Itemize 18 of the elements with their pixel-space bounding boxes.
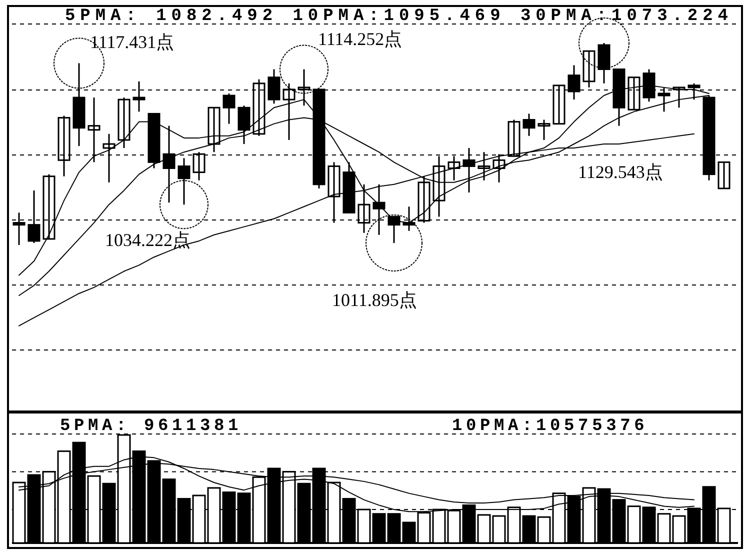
candlestick [538,119,550,141]
annotation: 1117.431点 [90,32,174,52]
annotation: 1034.222点 [105,230,190,250]
annotation: 1114.252点 [318,29,402,49]
candlestick [238,104,250,145]
candlestick [208,106,220,153]
chart-title: 5PMA: 1082.492 10PMA:1095.469 30PMA:1073.224 [65,7,728,26]
candlestick [178,157,190,206]
candlestick [522,112,536,137]
candlestick [118,96,130,149]
candlestick [268,68,280,104]
candlestick [718,161,730,190]
annotation: 1129.543点 [578,162,663,182]
candlestick [582,50,596,88]
candlestick [222,92,236,125]
candlestick [388,216,400,244]
text: 1011.895点 [332,290,417,310]
chart-title: 5PMA: 9611381 10PMA:10575376 [60,417,648,436]
